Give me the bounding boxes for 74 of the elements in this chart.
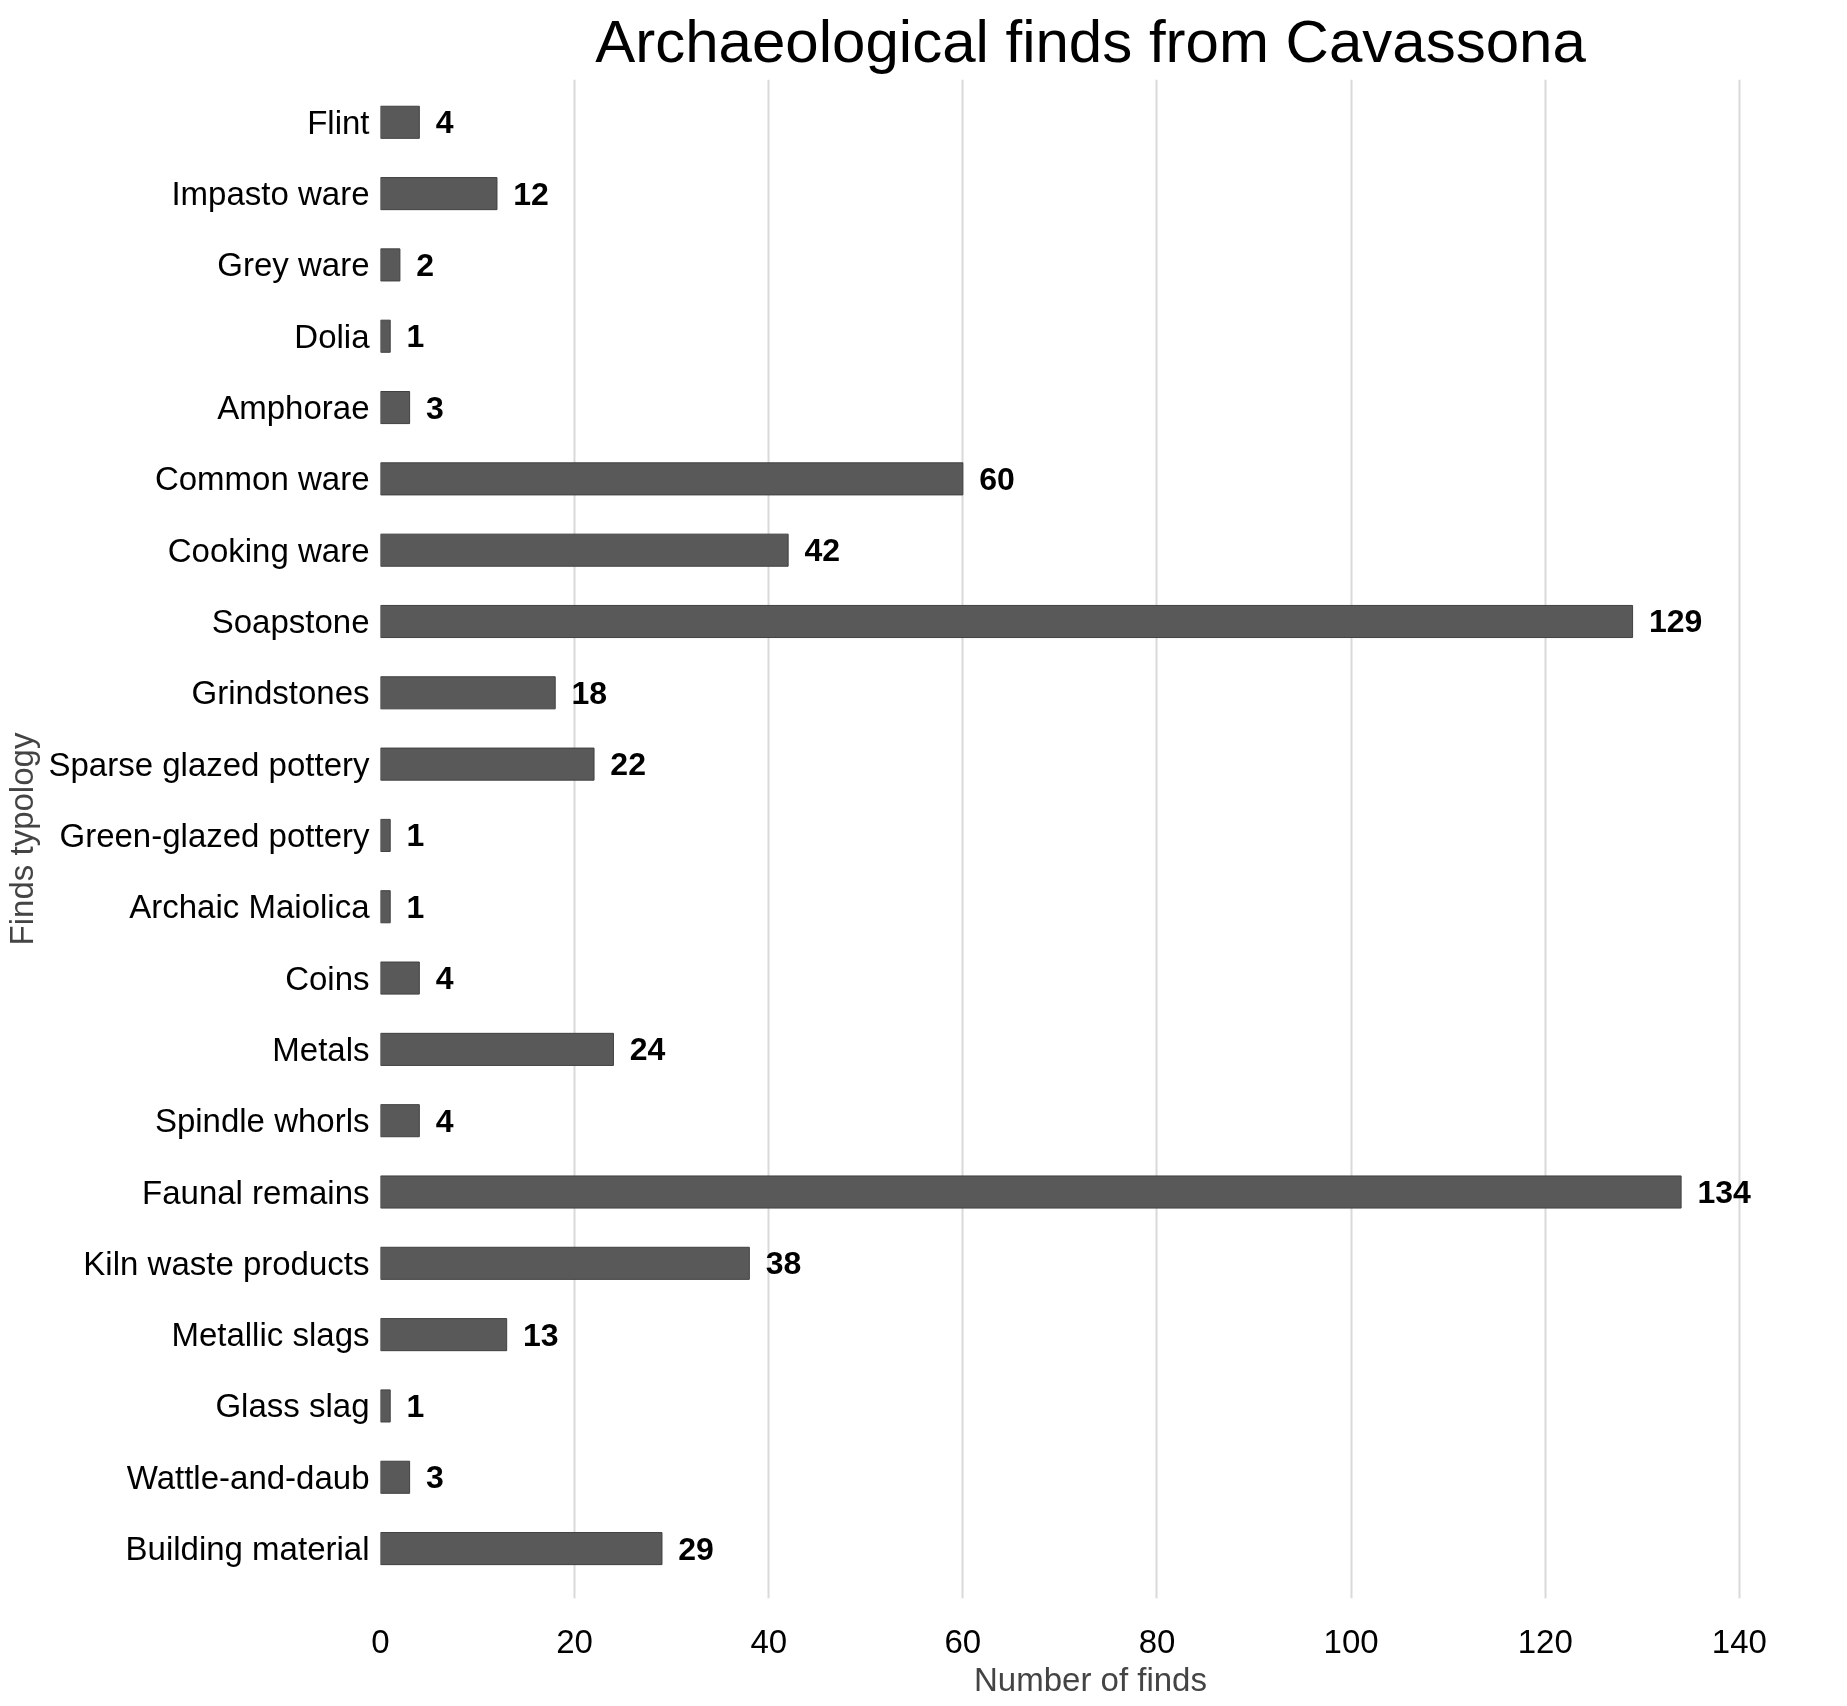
y-tick-label: Impasto ware <box>171 175 370 213</box>
data-label: 12 <box>513 175 549 212</box>
y-tick-label: Dolia <box>294 317 371 355</box>
bar <box>380 177 498 211</box>
y-tick-label: Archaic Maiolica <box>129 888 371 926</box>
y-tick-label: Grey ware <box>217 246 370 284</box>
data-label: 29 <box>678 1530 714 1567</box>
bar <box>380 248 401 282</box>
data-label: 18 <box>571 674 608 711</box>
y-tick-label: Faunal remains <box>142 1173 370 1211</box>
data-label: 24 <box>629 1031 666 1068</box>
y-tick-label: Building material <box>125 1530 370 1568</box>
bar <box>380 1532 663 1566</box>
bar <box>380 818 391 852</box>
data-label: 1 <box>406 888 425 925</box>
x-tick-label: 80 <box>1138 1622 1176 1660</box>
bar <box>380 1318 508 1352</box>
data-label: 3 <box>425 389 444 426</box>
y-tick-label: Sparse glazed pottery <box>48 745 370 783</box>
bar <box>380 961 420 995</box>
x-tick-label: 20 <box>556 1622 593 1660</box>
data-label: 4 <box>435 1102 454 1139</box>
data-label: 13 <box>522 1316 559 1353</box>
y-axis-title: Finds typology <box>3 732 41 946</box>
y-tick-label: Common ware <box>154 460 370 498</box>
x-tick-label: 40 <box>750 1622 788 1660</box>
bar <box>380 1389 391 1423</box>
x-tick-label: 60 <box>944 1622 982 1660</box>
data-label: 22 <box>610 746 646 783</box>
chart-title: Archaeological finds from Cavassona <box>595 7 1587 75</box>
bar <box>380 890 391 924</box>
bar <box>380 105 420 139</box>
x-axis-title: Number of finds <box>974 1660 1207 1698</box>
bar <box>380 462 964 496</box>
data-label: 1 <box>406 1387 425 1424</box>
data-label: 4 <box>435 960 454 997</box>
y-tick-label: Metals <box>272 1030 370 1068</box>
data-label: 1 <box>406 318 425 355</box>
y-tick-label: Cooking ware <box>167 531 370 569</box>
data-label: 2 <box>416 246 435 283</box>
bar <box>380 1246 750 1280</box>
data-label: 60 <box>979 460 1015 497</box>
data-label: 129 <box>1648 603 1703 640</box>
x-tick-label: 120 <box>1517 1622 1573 1660</box>
bar <box>380 1032 614 1066</box>
bar <box>380 533 789 567</box>
data-label: 1 <box>406 817 425 854</box>
y-tick-label: Soapstone <box>211 602 370 640</box>
y-tick-label: Coins <box>285 959 370 997</box>
bar <box>380 319 391 353</box>
y-tick-label: Kiln waste products <box>83 1244 370 1282</box>
data-label: 134 <box>1697 1174 1752 1211</box>
bar <box>380 1104 420 1138</box>
data-label: 4 <box>435 104 454 141</box>
x-tick-label: 140 <box>1711 1622 1767 1660</box>
y-tick-label: Flint <box>307 103 370 141</box>
x-tick-label: 100 <box>1323 1622 1379 1660</box>
y-tick-label: Glass slag <box>215 1387 370 1425</box>
bar <box>380 604 1634 639</box>
y-tick-label: Wattle-and-daub <box>126 1458 370 1496</box>
bar <box>380 391 411 425</box>
bar <box>380 747 595 781</box>
x-tick-label: 0 <box>371 1622 390 1660</box>
data-label: 3 <box>425 1459 444 1496</box>
y-tick-label: Grindstones <box>191 674 370 712</box>
bar <box>380 1175 1682 1209</box>
data-label: 42 <box>804 532 841 569</box>
y-tick-label: Spindle whorls <box>154 1102 370 1140</box>
bar <box>380 1460 411 1494</box>
y-tick-label: Amphorae <box>217 389 370 427</box>
y-tick-label: Green-glazed pottery <box>59 816 370 854</box>
bar <box>380 676 556 710</box>
data-label: 38 <box>765 1245 802 1282</box>
y-tick-label: Metallic slags <box>171 1316 370 1354</box>
